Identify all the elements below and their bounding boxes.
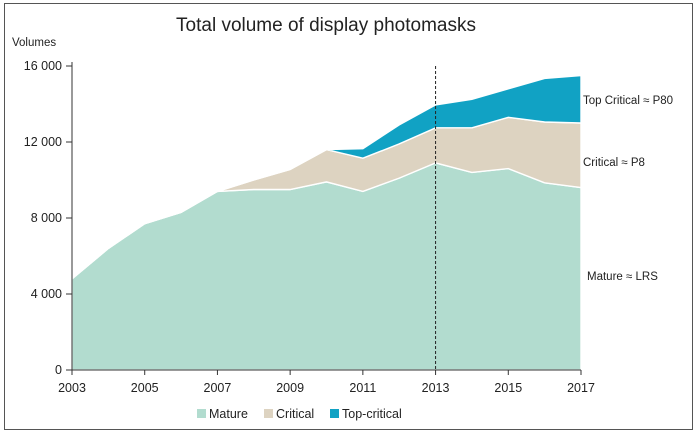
annotation-critical: Critical ≈ P8	[583, 157, 645, 169]
area-mature	[71, 162, 582, 371]
x-tick-label: 2015	[494, 381, 522, 395]
x-tick-label: 2005	[131, 381, 159, 395]
y-tick-label: 4 000	[31, 287, 62, 301]
legend-swatch-top-critical	[330, 409, 339, 418]
axes	[71, 62, 581, 371]
y-axis-label: Volumes	[12, 37, 56, 49]
legend-label-critical: Critical	[276, 407, 314, 421]
annotation-mature: Mature ≈ LRS	[587, 271, 658, 283]
legend-swatch-mature	[197, 409, 206, 418]
x-tick-label: 2013	[422, 381, 450, 395]
chart-title: Total volume of display photomasks	[176, 15, 476, 36]
y-tick-labels: 0 4 000 8 000 12 000 16 000	[24, 59, 72, 377]
x-tick-label: 2009	[276, 381, 304, 395]
annotation-top-critical: Top Critical ≈ P80	[583, 95, 673, 107]
area-top-critical	[71, 74, 582, 280]
legend-swatch-critical	[264, 409, 273, 418]
y-tick-label: 16 000	[24, 59, 62, 73]
x-tick-label: 2003	[58, 381, 86, 395]
legend-label-mature: Mature	[209, 407, 248, 421]
y-tick-label: 0	[55, 363, 62, 377]
legend: Mature Critical Top-critical	[197, 407, 402, 421]
x-tick-label: 2011	[349, 381, 376, 395]
y-tick-label: 12 000	[24, 135, 62, 149]
x-tick-label: 2017	[567, 381, 595, 395]
legend-label-top-critical: Top-critical	[342, 407, 402, 421]
y-tick-label: 8 000	[31, 211, 62, 225]
x-tick-labels: 2003 2005 2007 2009 2011 2013 2015 2017	[58, 370, 595, 395]
x-tick-label: 2007	[204, 381, 232, 395]
area-layers	[71, 74, 582, 371]
